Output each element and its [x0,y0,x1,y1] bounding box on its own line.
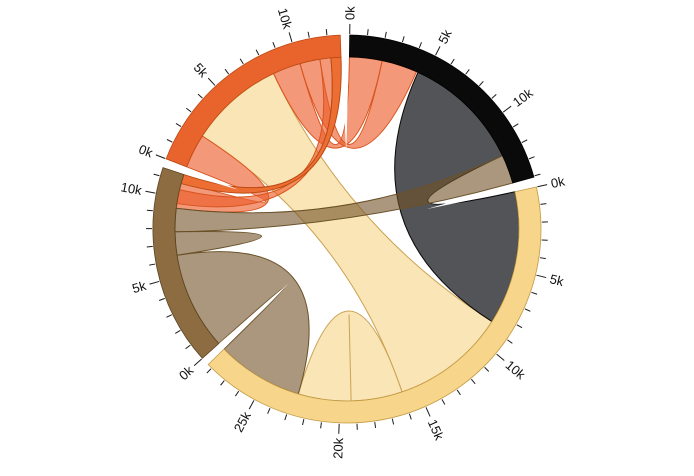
minor-tick [175,329,181,334]
major-tick [149,280,160,285]
major-tick [496,353,505,361]
minor-tick [302,419,305,426]
minor-tick [528,156,535,160]
minor-tick [224,68,230,75]
minor-tick [401,36,405,43]
tick-label-brown-0k: 0k [176,362,197,383]
tick-label-orange-0k: 0k [137,141,156,160]
major-tick [502,105,512,113]
minor-tick [465,69,470,75]
major-tick [207,77,216,86]
tick-label-orange-10k: 10k [275,6,295,31]
minor-tick [220,380,225,386]
minor-tick [255,49,260,56]
major-tick [155,154,166,159]
minor-tick [307,31,310,38]
tick-label-brown-5k: 5k [130,278,148,296]
ribbons-layer [174,56,520,402]
minor-tick [284,414,288,421]
minor-tick [534,173,541,177]
minor-tick [384,31,387,38]
minor-tick [391,418,395,425]
tick-label-gold-20k: 20k [330,437,346,459]
minor-tick [146,209,153,212]
minor-tick [197,93,203,99]
minor-tick [408,413,412,420]
minor-tick [540,203,547,205]
minor-tick [158,297,165,301]
major-tick [248,400,255,410]
axis-ticks-layer [145,24,548,434]
minor-tick [234,390,240,397]
minor-tick [175,123,182,128]
minor-tick [470,378,476,385]
minor-tick [272,41,276,48]
major-tick [425,407,431,417]
minor-tick [507,339,513,344]
minor-tick [441,399,446,405]
tick-label-gold-5k: 5k [548,271,565,289]
major-tick [288,32,293,43]
axis-labels-layer: 0k 5k 10k 0k 5k 10k 15k 20k 25k 0k 5k 10k 0k 5k 10k [120,6,567,459]
tick-label-gold-15k: 15k [425,417,447,443]
tick-label-black-10k: 10k [510,85,536,110]
tick-label-brown-10k: 10k [120,179,144,198]
tick-label-gold-10k: 10k [503,357,529,382]
minor-tick [267,407,271,414]
major-tick [537,184,548,188]
minor-tick [166,139,173,143]
minor-tick [320,422,322,429]
minor-tick [521,139,528,143]
minor-tick [478,80,484,87]
minor-tick [146,245,153,248]
minor-tick [149,263,156,266]
minor-tick [166,314,173,318]
minor-tick [367,29,369,36]
minor-tick [418,42,422,49]
major-tick [193,358,202,367]
node-gap-slash [217,283,289,350]
node-arc-gold[interactable] [207,186,542,424]
minor-tick [186,107,192,113]
tick-label-gold-25k: 25k [231,409,254,435]
node-arc-brown[interactable] [152,167,220,359]
minor-tick [206,368,212,374]
node-gap-slash [426,183,517,210]
node-arc-orange[interactable] [165,34,342,168]
node-arcs-layer [152,34,542,424]
minor-tick [456,389,461,396]
minor-tick [153,173,160,177]
tick-label-gold-0k: 0k [549,173,566,191]
major-tick [435,46,441,56]
minor-tick [524,308,531,312]
node-gap-slash [182,166,238,190]
minor-tick [491,94,497,99]
minor-tick [450,58,455,65]
minor-tick [185,344,191,350]
node-arc-black[interactable] [348,34,535,184]
minor-tick [516,324,523,329]
gap-slash-layer [182,55,517,350]
major-tick [536,274,547,279]
tick-label-black-5k: 5k [435,27,455,46]
major-tick [145,190,156,194]
minor-tick [325,29,328,36]
minor-tick [484,366,490,372]
minor-tick [374,421,377,429]
minor-tick [512,123,519,128]
node-gap-slash [341,55,349,156]
tick-label-orange-5k: 5k [191,60,212,81]
minor-tick [539,257,546,260]
minor-tick [531,291,538,295]
minor-tick [239,58,244,65]
tick-label-black-0k: 0k [342,6,357,20]
